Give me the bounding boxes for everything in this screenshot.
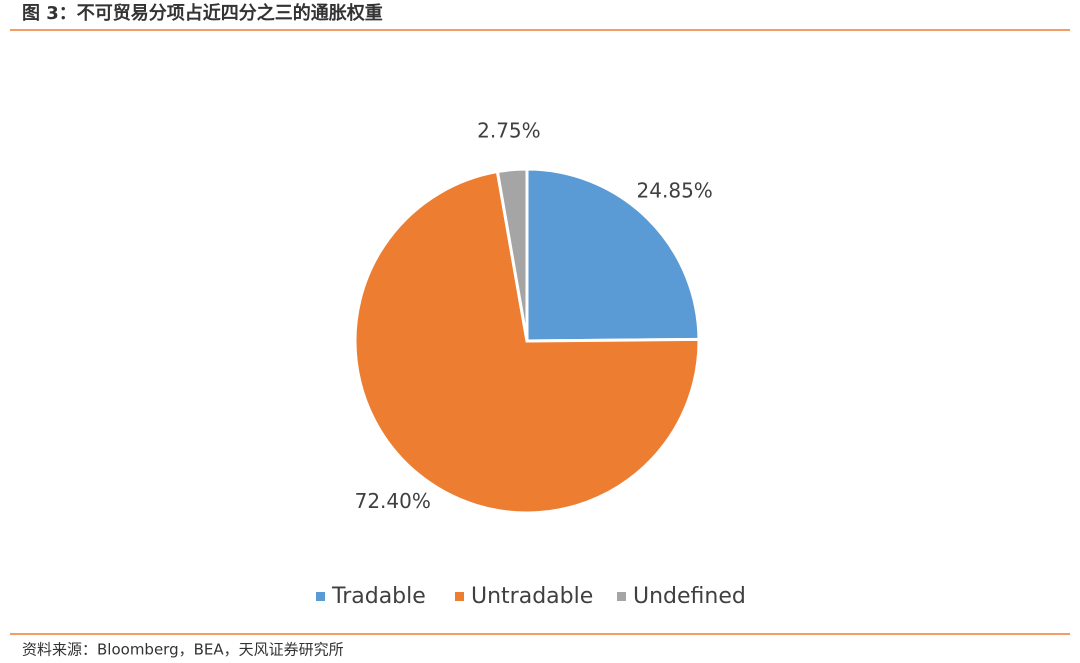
- data-label: 72.40%: [355, 489, 431, 513]
- legend-marker: [617, 592, 626, 601]
- source: 资料来源：Bloomberg，BEA，天风证券研究所: [22, 641, 344, 659]
- legend-label: Untradable: [471, 584, 593, 609]
- chart-title: 图 3：不可贸易分项占近四分之三的通胀权重: [22, 2, 383, 24]
- data-label: 2.75%: [477, 118, 541, 142]
- legend-label: Tradable: [331, 584, 426, 609]
- pie-slice: [525, 167, 701, 343]
- legend-label: Undefined: [633, 584, 746, 609]
- pie-slice: [495, 167, 529, 342]
- pie-slice: [353, 169, 701, 515]
- data-label: 24.85%: [637, 178, 713, 202]
- legend-marker: [316, 592, 325, 601]
- legend-marker: [455, 592, 464, 601]
